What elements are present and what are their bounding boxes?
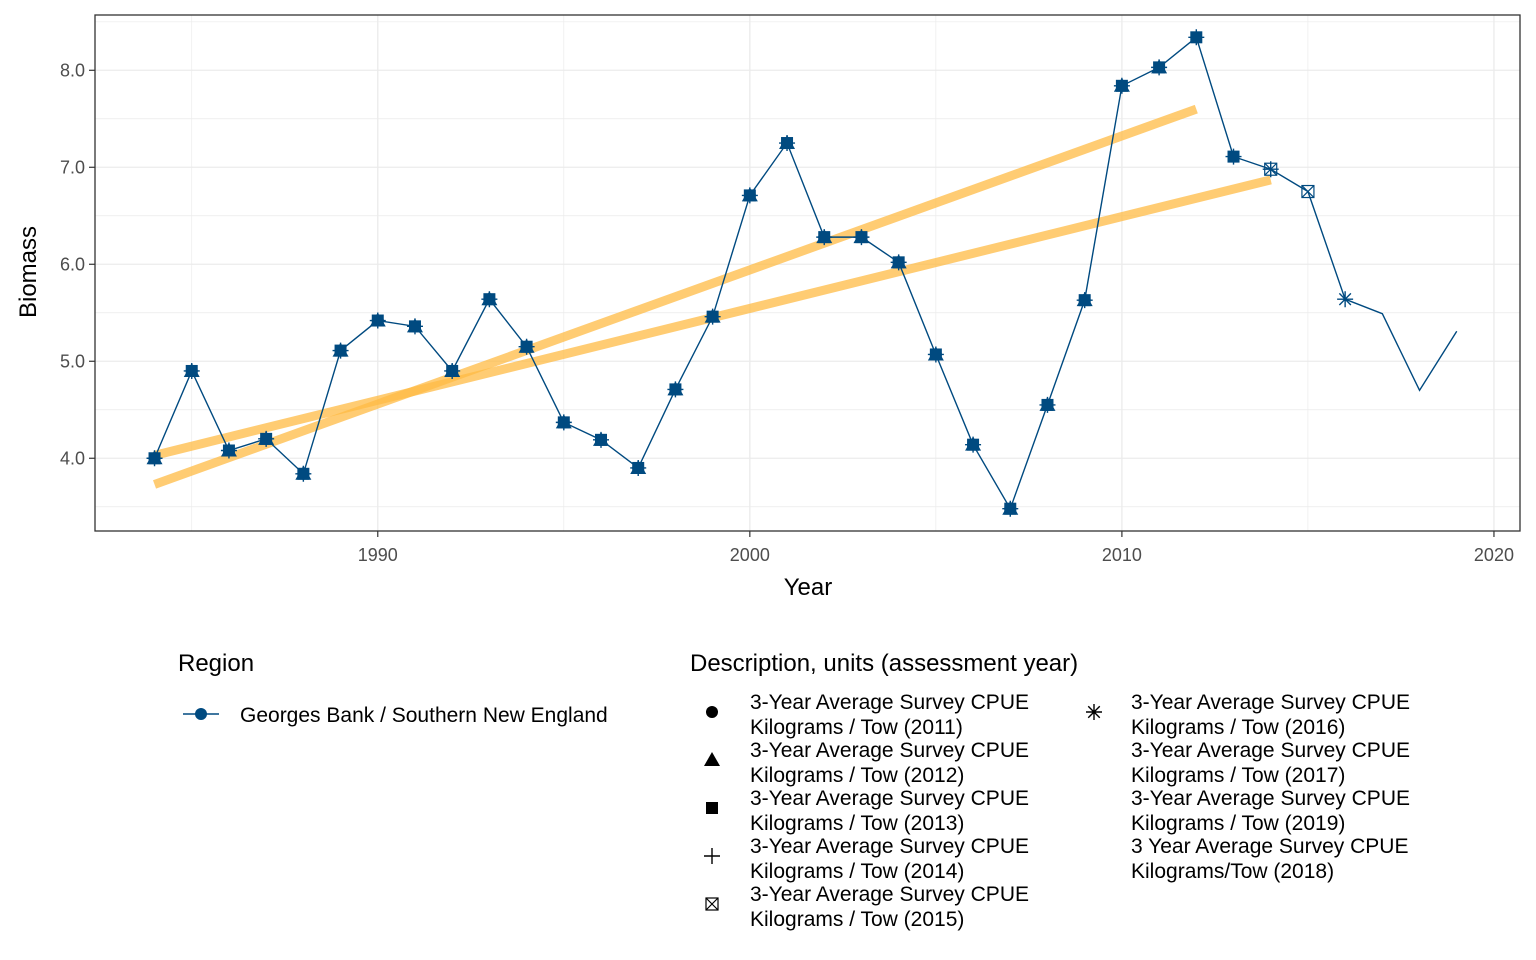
data-point-plus bbox=[779, 135, 796, 152]
legend-description-line2: Kilograms / Tow (2015) bbox=[750, 908, 964, 931]
data-point-plus bbox=[555, 414, 572, 431]
data-point-plus bbox=[1151, 59, 1168, 76]
data-point-plus bbox=[518, 338, 535, 355]
legend-region-label: Georges Bank / Southern New England bbox=[240, 704, 608, 727]
y-axis-title: Biomass bbox=[15, 226, 42, 318]
data-point-plus bbox=[890, 254, 907, 271]
y-tick-label: 8.0 bbox=[60, 60, 85, 80]
data-point-boxx bbox=[1264, 162, 1278, 176]
data-point-plus bbox=[444, 362, 461, 379]
legend-description-line1: 3-Year Average Survey CPUE bbox=[750, 835, 1029, 858]
data-point-plus bbox=[965, 436, 982, 453]
y-tick-label: 7.0 bbox=[60, 157, 85, 177]
data-point-plus bbox=[220, 442, 237, 459]
legend-description-line2: Kilograms / Tow (2017) bbox=[1131, 764, 1345, 787]
legend-description-line2: Kilograms / Tow (2012) bbox=[750, 764, 964, 787]
legend-key-circle bbox=[706, 706, 718, 718]
data-point-asterisk bbox=[1337, 291, 1354, 308]
x-tick-label: 2020 bbox=[1474, 545, 1514, 565]
data-point-boxx bbox=[1301, 184, 1315, 199]
data-point-plus bbox=[1113, 77, 1130, 94]
data-point-plus bbox=[332, 342, 349, 359]
data-point-plus bbox=[704, 308, 721, 325]
x-tick-label: 1990 bbox=[358, 545, 398, 565]
legend-key-plus bbox=[704, 848, 720, 864]
legend-description-line1: 3-Year Average Survey CPUE bbox=[1131, 691, 1410, 714]
x-axis-title: Year bbox=[784, 574, 833, 601]
y-tick-label: 4.0 bbox=[60, 448, 85, 468]
data-point-plus bbox=[1188, 29, 1205, 46]
legend-description: Description, units (assessment year) 3-Y… bbox=[690, 650, 1410, 931]
grid-major bbox=[95, 15, 1520, 531]
legend-key-asterisk bbox=[1086, 704, 1102, 720]
data-point-plus bbox=[146, 450, 163, 467]
data-point-plus bbox=[927, 346, 944, 363]
series-line bbox=[153, 36, 1458, 511]
trend-line bbox=[153, 104, 1198, 489]
data-point-plus bbox=[406, 318, 423, 335]
legend-description-line1: 3-Year Average Survey CPUE bbox=[750, 787, 1029, 810]
legend-description-line2: Kilograms / Tow (2019) bbox=[1131, 812, 1345, 835]
legend-description-line2: Kilograms / Tow (2013) bbox=[750, 812, 964, 835]
legend-key-boxx bbox=[705, 897, 719, 911]
data-point-plus bbox=[667, 381, 684, 398]
data-point-plus bbox=[369, 312, 386, 329]
legend-key-point bbox=[195, 708, 207, 720]
y-tick-label: 5.0 bbox=[60, 351, 85, 371]
legend-description-line1: 3-Year Average Survey CPUE bbox=[750, 691, 1029, 714]
legend-description-line1: 3 Year Average Survey CPUE bbox=[1131, 835, 1408, 858]
legend-description-line1: 3-Year Average Survey CPUE bbox=[750, 883, 1029, 906]
legend-region: Region Georges Bank / Southern New Engla… bbox=[178, 650, 608, 727]
data-point-plus bbox=[816, 229, 833, 246]
x-tick-label: 2010 bbox=[1102, 545, 1142, 565]
legend-region-title: Region bbox=[178, 650, 254, 677]
panel-border bbox=[94, 14, 1521, 532]
legend-description-line1: 3-Year Average Survey CPUE bbox=[1131, 739, 1410, 762]
data-point-plus bbox=[1039, 396, 1056, 413]
data-point-plus bbox=[183, 362, 200, 379]
data-point-plus bbox=[1002, 500, 1019, 517]
legend-description-line2: Kilograms / Tow (2016) bbox=[1131, 716, 1345, 739]
legend-description-line2: Kilograms/Tow (2018) bbox=[1131, 860, 1334, 883]
legend-region-item: Georges Bank / Southern New England bbox=[183, 704, 608, 727]
data-point-plus bbox=[1225, 148, 1242, 165]
data-point-plus bbox=[295, 465, 312, 482]
x-tick-label: 2000 bbox=[730, 545, 770, 565]
y-tick-label: 6.0 bbox=[60, 254, 85, 274]
data-point-plus bbox=[630, 459, 647, 476]
legend-description-line1: 3-Year Average Survey CPUE bbox=[750, 739, 1029, 762]
legend-description-item: 3 Year Average Survey CPUEKilograms/Tow … bbox=[1131, 835, 1408, 883]
data-point-plus bbox=[258, 430, 275, 447]
legend-description-title: Description, units (assessment year) bbox=[690, 650, 1078, 677]
data-point-plus bbox=[741, 187, 758, 204]
legend-description-line1: 3-Year Average Survey CPUE bbox=[1131, 787, 1410, 810]
plot-panel: 1990 2000 2010 2020 4.0 5.0 6.0 7.0 8.0 bbox=[60, 14, 1521, 565]
data-point-plus bbox=[853, 229, 870, 246]
data-point-plus bbox=[593, 431, 610, 448]
legend-description-line2: Kilograms / Tow (2011) bbox=[750, 716, 963, 739]
legend-key-square bbox=[706, 802, 718, 814]
legend-description-line2: Kilograms / Tow (2014) bbox=[750, 860, 964, 883]
legend-key-triangle bbox=[704, 752, 720, 766]
data-point-plus bbox=[481, 291, 498, 308]
data-point-plus bbox=[1076, 292, 1093, 309]
